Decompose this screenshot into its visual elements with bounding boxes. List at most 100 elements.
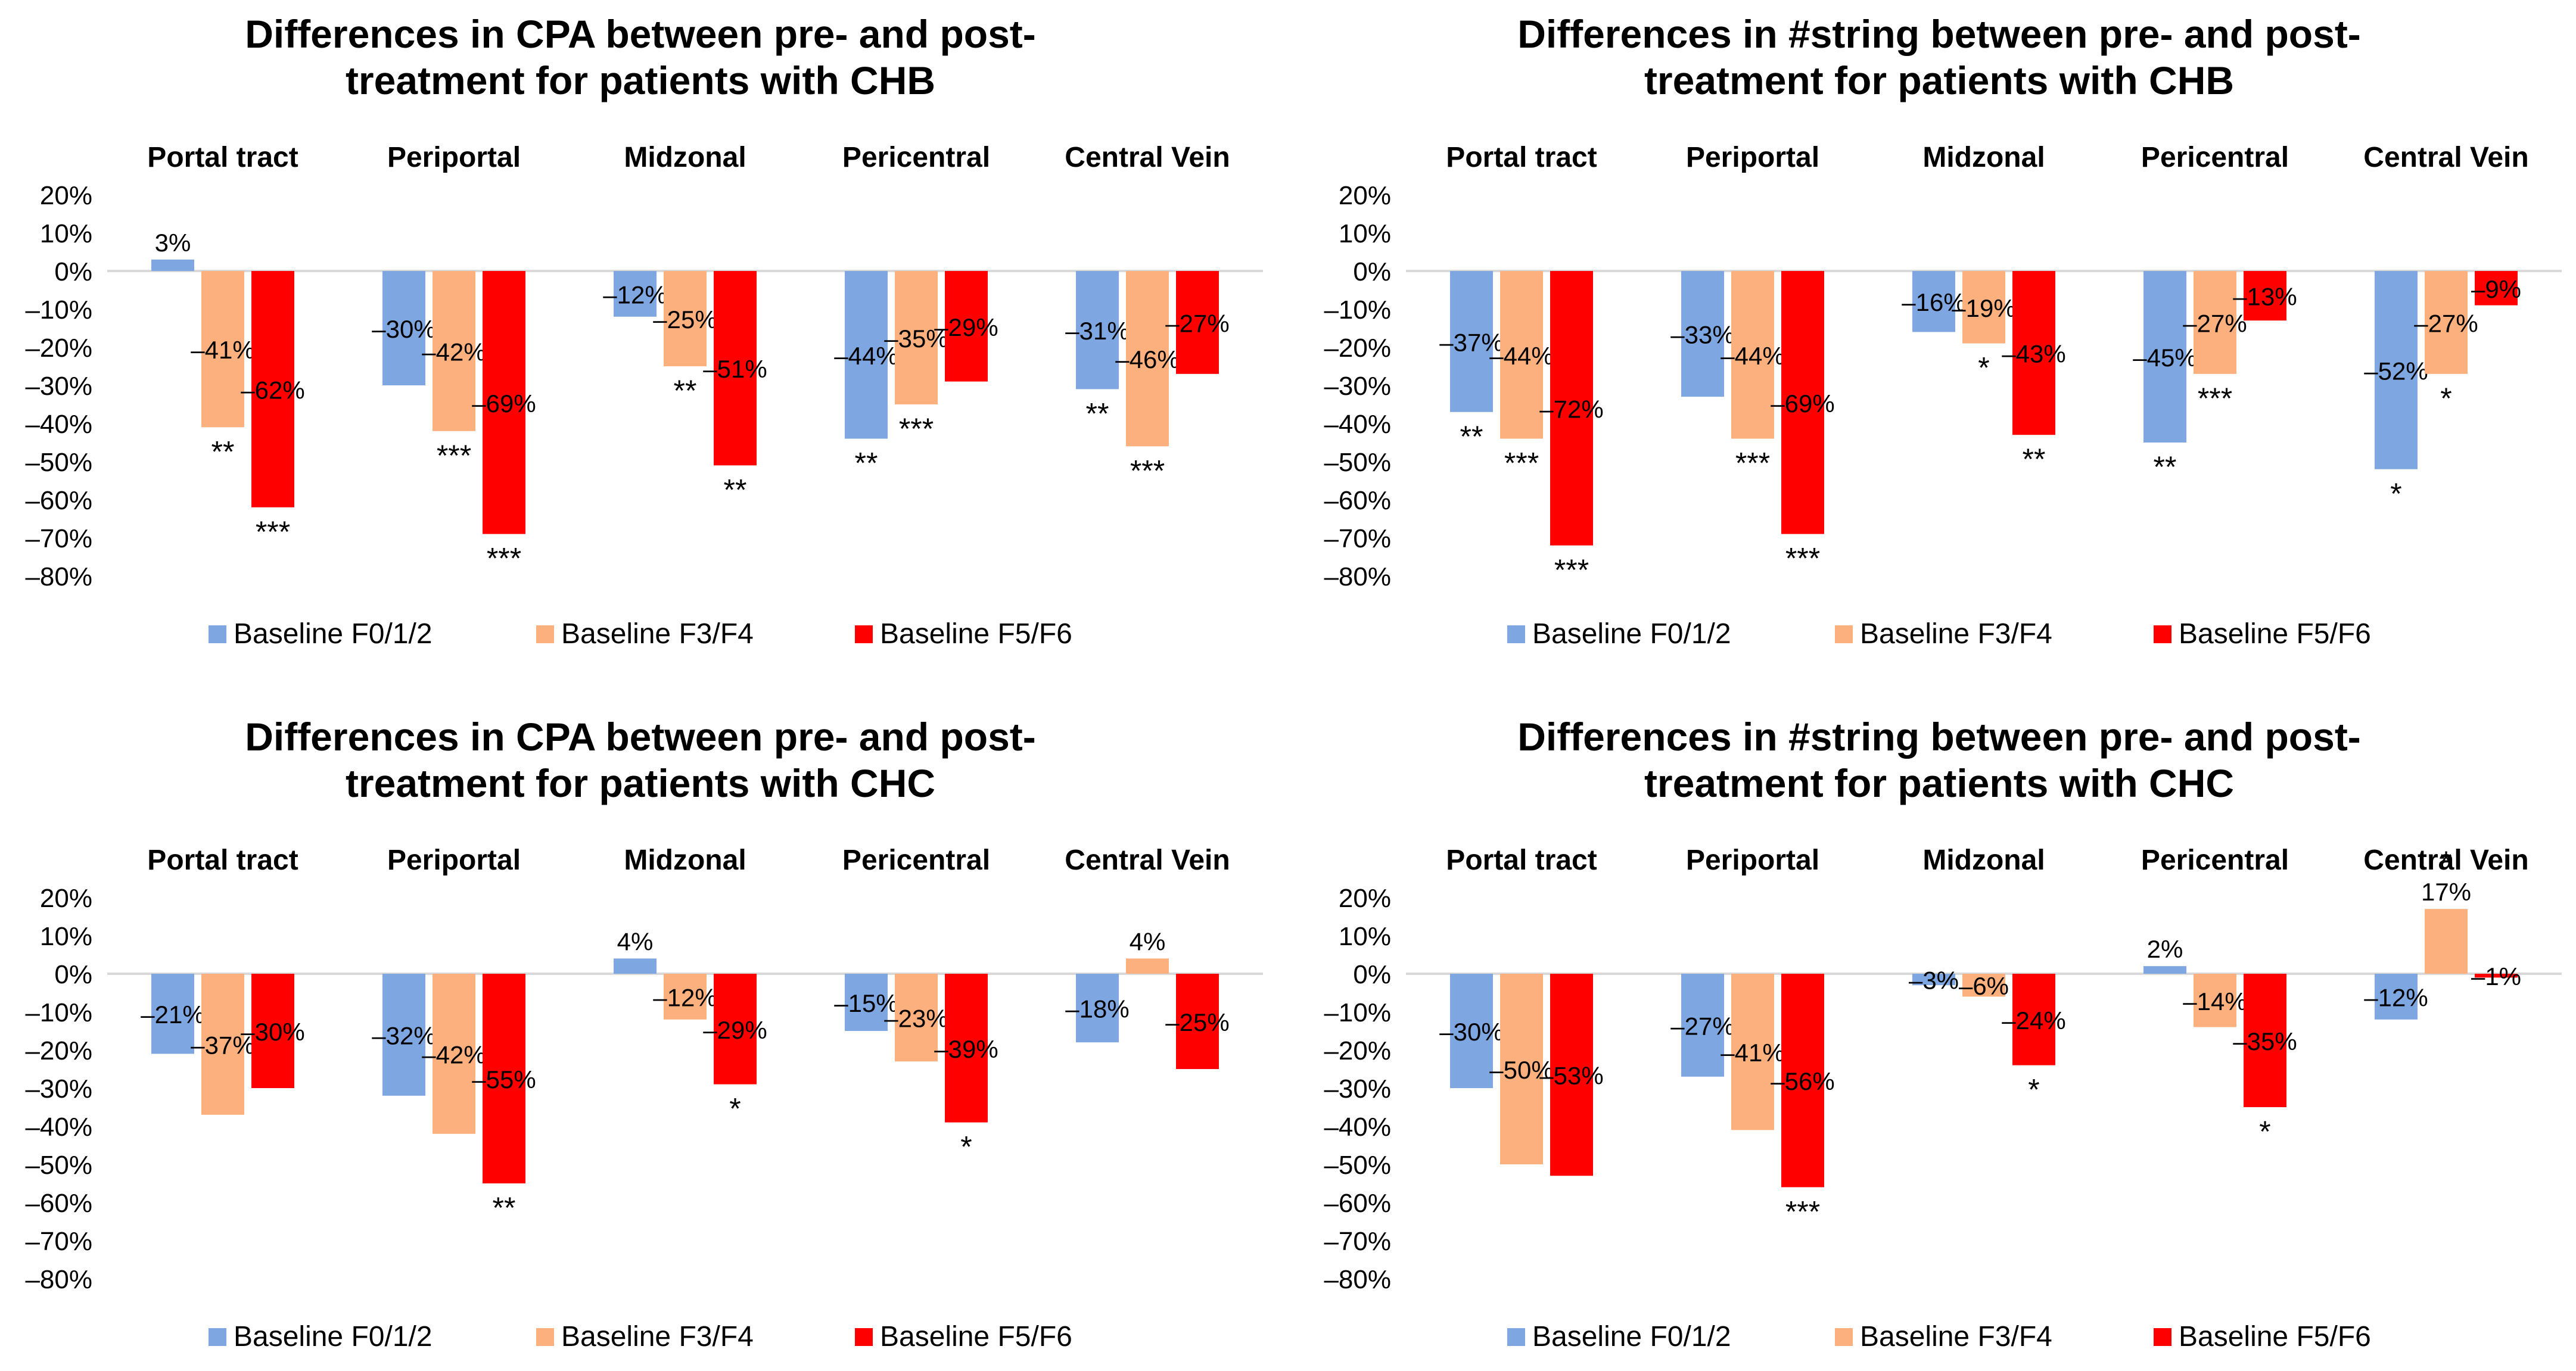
chart-panel-1: Differences in CPA between pre- and post…: [25, 12, 1263, 650]
data-label: –69%: [1771, 390, 1834, 417]
legend-swatch: [2154, 625, 2171, 643]
bar-baseline-f3-f4: [1126, 958, 1169, 974]
bar-baseline-f0-1-2: [2143, 966, 2186, 974]
bar-baseline-f5-f6: [1176, 271, 1219, 374]
bar-baseline-f5-f6: [251, 974, 294, 1088]
significance-marker: **: [1086, 397, 1109, 430]
legend-label: Baseline F5/F6: [880, 1321, 1072, 1353]
legend-swatch: [536, 625, 554, 643]
significance-marker: **: [674, 374, 697, 407]
legend-item: Baseline F5/F6: [855, 618, 1072, 650]
bar-baseline-f5-f6: [1781, 974, 1824, 1188]
data-label: –15%: [834, 989, 898, 1017]
bar-baseline-f5-f6: [483, 271, 525, 534]
legend-swatch: [1507, 625, 1525, 643]
legend-item: Baseline F3/F4: [1835, 618, 2052, 650]
data-label: –42%: [422, 1040, 486, 1068]
chart-title-line-1: Differences in #string between pre- and …: [1517, 12, 2361, 56]
bar-baseline-f0-1-2: [1681, 974, 1724, 1077]
legend-swatch: [536, 1328, 554, 1346]
data-label: –62%: [241, 376, 304, 404]
bar-baseline-f0-1-2: [382, 271, 425, 385]
data-label: –14%: [2183, 987, 2247, 1015]
category-header: Pericentral: [842, 845, 990, 876]
y-tick-label: –20%: [1324, 334, 1391, 363]
bar-baseline-f3-f4: [895, 271, 938, 404]
data-label: –56%: [1771, 1067, 1834, 1095]
y-tick-label: –30%: [1324, 372, 1391, 401]
legend-label: Baseline F3/F4: [1860, 1321, 2052, 1353]
legend-swatch: [1507, 1328, 1525, 1346]
y-tick-label: –10%: [1324, 998, 1391, 1027]
y-tick-label: –80%: [25, 562, 92, 591]
significance-marker: **: [855, 447, 878, 480]
bar-baseline-f3-f4: [664, 974, 707, 1020]
y-tick-label: –50%: [1324, 1151, 1391, 1180]
y-tick-label: –50%: [25, 1151, 92, 1180]
bar-baseline-f3-f4: [1962, 271, 2005, 344]
bar-baseline-f0-1-2: [2375, 271, 2418, 469]
data-label: –37%: [191, 1031, 254, 1059]
y-tick-label: 0%: [1353, 960, 1391, 989]
significance-marker: ***: [1554, 553, 1589, 587]
bar-baseline-f0-1-2: [2375, 974, 2418, 1020]
data-label: –3%: [1909, 967, 1959, 995]
bar-baseline-f0-1-2: [1076, 271, 1119, 390]
bar-baseline-f5-f6: [714, 271, 757, 466]
chart-title-line-2: treatment for patients with CHC: [346, 761, 935, 805]
data-label: –51%: [703, 355, 767, 383]
y-tick-label: –30%: [1324, 1074, 1391, 1104]
y-tick-label: –60%: [1324, 1189, 1391, 1218]
y-tick-label: 0%: [54, 257, 92, 286]
significance-marker: **: [493, 1191, 516, 1224]
significance-marker: *: [1978, 351, 1989, 385]
data-label: –53%: [1539, 1062, 1603, 1090]
data-label: –35%: [884, 325, 948, 353]
legend-label: Baseline F0/1/2: [1532, 618, 1731, 650]
category-header: Periportal: [1686, 142, 1819, 173]
data-label: –37%: [1439, 328, 1503, 356]
y-tick-label: 20%: [1339, 884, 1391, 913]
category-header: Periportal: [1686, 845, 1819, 876]
data-label: –32%: [372, 1021, 435, 1049]
y-tick-label: –20%: [25, 334, 92, 363]
bar-baseline-f3-f4: [895, 974, 938, 1062]
significance-marker: ***: [2198, 382, 2232, 415]
y-tick-label: –80%: [25, 1265, 92, 1294]
legend-item: Baseline F3/F4: [536, 618, 754, 650]
data-label: –39%: [934, 1035, 998, 1063]
y-tick-label: 10%: [1339, 219, 1391, 248]
bar-baseline-f5-f6: [2475, 974, 2518, 978]
data-label: –21%: [141, 1001, 204, 1029]
data-label: –41%: [1721, 1039, 1784, 1067]
y-tick-label: –10%: [25, 998, 92, 1027]
bar-baseline-f3-f4: [1731, 974, 1774, 1130]
category-header: Portal tract: [147, 142, 298, 173]
bar-baseline-f0-1-2: [1450, 271, 1493, 412]
y-tick-label: –10%: [1324, 295, 1391, 325]
data-label: –55%: [472, 1065, 536, 1093]
bar-baseline-f5-f6: [2244, 271, 2286, 321]
y-tick-label: –50%: [1324, 448, 1391, 477]
data-label: –41%: [191, 336, 254, 364]
bar-baseline-f5-f6: [251, 271, 294, 507]
bar-baseline-f3-f4: [1962, 974, 2005, 997]
significance-marker: ***: [1735, 447, 1770, 480]
legend-item: Baseline F0/1/2: [209, 618, 433, 650]
legend-item: Baseline F0/1/2: [1507, 618, 1731, 650]
significance-marker: ***: [256, 515, 290, 549]
category-header: Midzonal: [1922, 845, 2045, 876]
significance-marker: *: [2390, 477, 2401, 510]
data-label: 3%: [155, 229, 191, 257]
bar-baseline-f3-f4: [433, 974, 475, 1134]
significance-marker: ***: [1504, 447, 1539, 480]
legend-label: Baseline F3/F4: [1860, 618, 2052, 650]
bar-baseline-f0-1-2: [1681, 271, 1724, 397]
data-label: 17%: [2421, 878, 2471, 906]
legend-label: Baseline F5/F6: [2179, 1321, 2371, 1353]
bar-baseline-f0-1-2: [1076, 974, 1119, 1043]
bar-baseline-f0-1-2: [845, 974, 888, 1031]
bar-baseline-f5-f6: [2012, 271, 2055, 435]
data-label: –43%: [2002, 340, 2065, 368]
data-label: –13%: [2233, 283, 2297, 311]
